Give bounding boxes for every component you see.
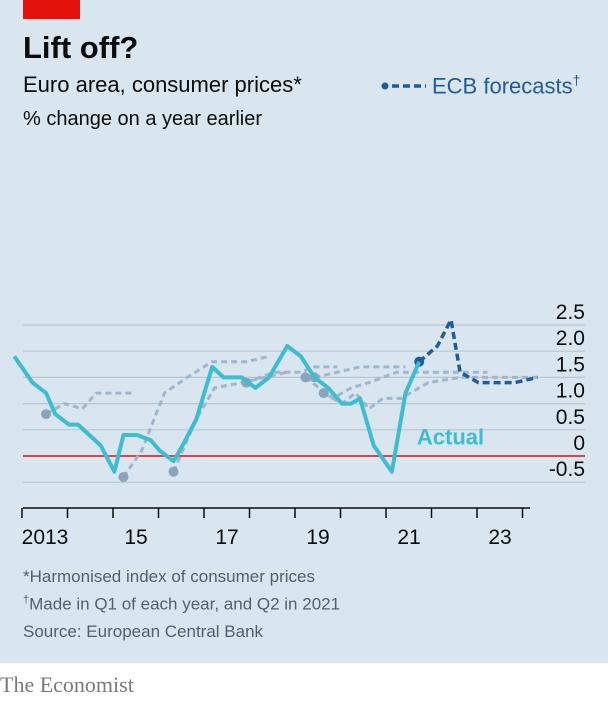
forecast-start-dot bbox=[318, 388, 329, 399]
legend: ECB forecasts† bbox=[380, 72, 580, 100]
forecast-start-dot bbox=[300, 372, 311, 383]
forecast-line-older bbox=[122, 354, 270, 478]
chart-unit: % change on a year earlier bbox=[23, 108, 263, 130]
forecast-line-older bbox=[304, 370, 488, 400]
y-tick-label: 0 bbox=[573, 432, 585, 455]
forecast-start-dot bbox=[41, 409, 52, 420]
actual-annotation: Actual bbox=[417, 424, 484, 449]
x-tick-label: 2013 bbox=[22, 526, 69, 549]
forecast-start-dot bbox=[118, 471, 129, 482]
line-chart: 2.5 2.0 1.5 1.0 0.5 0 -0.5 2013 15 17 19 21 23 Actual bbox=[12, 301, 585, 549]
footnote-forecast: †Made in Q1 of each year, and Q2 in 2021 bbox=[23, 594, 340, 615]
x-tick-label: 19 bbox=[306, 526, 329, 549]
footnote-hicp: *Harmonised index of consumer prices bbox=[23, 567, 315, 586]
legend-label: ECB forecasts† bbox=[432, 72, 581, 99]
x-tick-label: 17 bbox=[215, 526, 238, 549]
labels: 2.5 2.0 1.5 1.0 0.5 0 -0.5 2013 15 17 19 21 23 Actual bbox=[22, 301, 585, 549]
chart-subtitle: Euro area, consumer prices* bbox=[23, 72, 302, 97]
y-tick-label: 0.5 bbox=[556, 406, 585, 429]
y-tick-label: 2.0 bbox=[556, 327, 585, 350]
actual-line bbox=[12, 344, 422, 474]
y-tick-label: 2.5 bbox=[556, 301, 585, 324]
y-tick-label: 1.5 bbox=[556, 353, 585, 376]
forecast-line-older bbox=[322, 375, 538, 411]
footnote-forecast-text: Made in Q1 of each year, and Q2 in 2021 bbox=[29, 594, 341, 614]
grid bbox=[21, 324, 585, 518]
x-tick-label: 21 bbox=[397, 526, 420, 549]
forecast-line-older bbox=[45, 391, 133, 416]
forecast-line-latest bbox=[418, 318, 538, 385]
forecast-line-older bbox=[245, 365, 338, 385]
legend-dagger: † bbox=[572, 72, 581, 89]
y-tick-label: 1.0 bbox=[556, 380, 585, 403]
series bbox=[12, 318, 538, 482]
y-tick-label: -0.5 bbox=[549, 458, 585, 481]
footnote-dagger: † bbox=[23, 594, 30, 606]
forecast-start-dot bbox=[168, 466, 179, 477]
x-tick-label: 23 bbox=[488, 526, 511, 549]
x-tick-label: 15 bbox=[124, 526, 147, 549]
legend-dashed-line-icon bbox=[381, 82, 426, 90]
forecast-line-older bbox=[314, 365, 406, 379]
forecast-line-older bbox=[172, 370, 288, 473]
brand-logo: The Economist bbox=[0, 672, 134, 697]
brand-red-tag bbox=[23, 0, 80, 19]
chart-panel bbox=[0, 0, 608, 663]
chart-title: Lift off? bbox=[23, 30, 139, 65]
source-note: Source: European Central Bank bbox=[23, 622, 264, 641]
